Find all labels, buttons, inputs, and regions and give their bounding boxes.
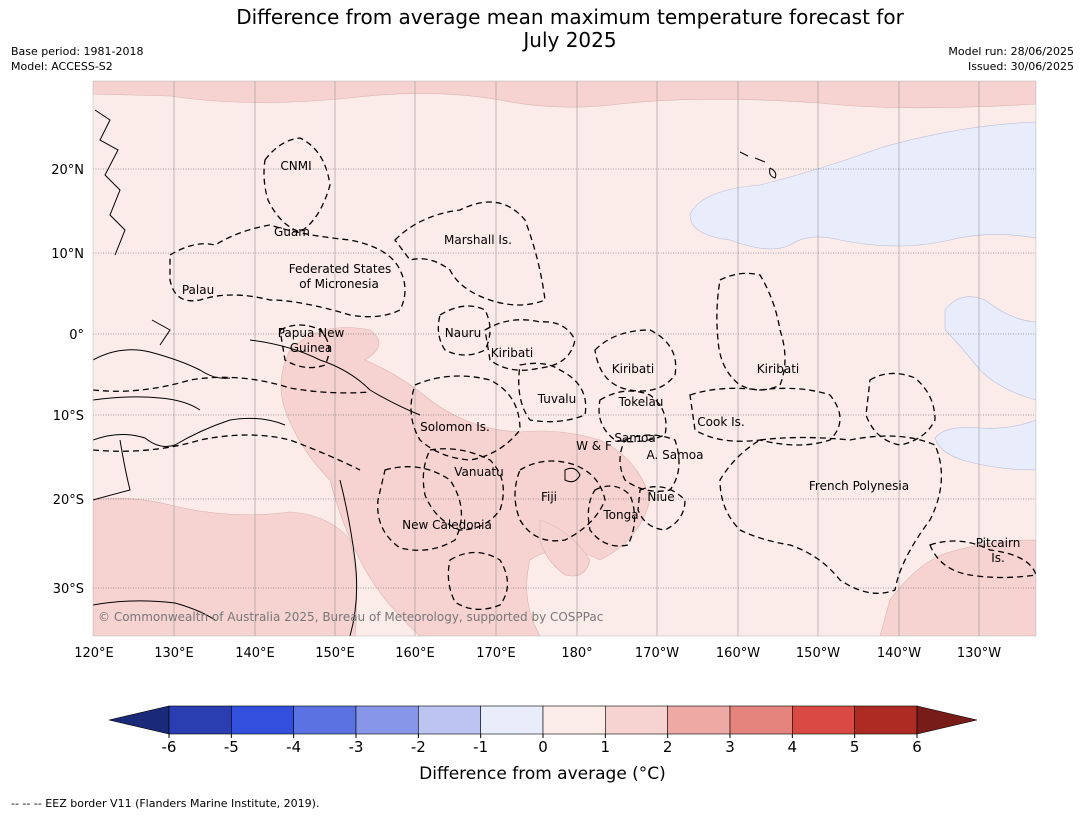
lat-label: 10°N (51, 247, 84, 262)
region-label: Vanuatu (454, 465, 504, 479)
colorbar-tick-label: 4 (788, 738, 798, 756)
latitude-labels: 20°N 10°N 0° 10°S 20°S 30°S (51, 163, 84, 597)
region-label: Pitcairn (976, 536, 1021, 550)
lat-label: 0° (69, 328, 84, 343)
lon-label: 160°W (716, 646, 760, 661)
colorbar-segment (854, 705, 918, 735)
colorbar-segment (418, 705, 481, 735)
colorbar-tick-label: -6 (162, 738, 177, 756)
colorbar-segment (729, 705, 793, 735)
model-run: Model run: 28/06/2025 (948, 45, 1074, 58)
colorbar-segment (480, 705, 544, 735)
region-label: Tokelau (618, 395, 664, 409)
region-label: Kiribati (757, 362, 799, 376)
region-label: W & F (576, 439, 612, 453)
lon-label: 150°E (315, 646, 355, 661)
colorbar-tick-label: -2 (411, 738, 426, 756)
lon-label: 130°W (957, 646, 1001, 661)
lat-label: 10°S (53, 409, 84, 424)
region-label: Kiribati (612, 362, 654, 376)
copyright-notice: © Commonwealth of Australia 2025, Bureau… (98, 610, 603, 624)
base-period: Base period: 1981-2018 (11, 45, 144, 58)
region-label: Federated States (289, 262, 391, 276)
region-label: CNMI (280, 159, 311, 173)
colorbar-tick-label: 3 (725, 738, 735, 756)
region-label: Is. (991, 551, 1005, 565)
map-area: CNMI Guam Marshall Is. Federated States … (93, 81, 1036, 636)
region-label: Guam (274, 225, 310, 239)
region-label: Guinea (290, 341, 333, 355)
region-label: Papua New (278, 326, 345, 340)
colorbar-segment (293, 705, 357, 735)
region-label: Kiribati (491, 346, 533, 360)
region-label: Nauru (445, 326, 481, 340)
region-label: Marshall Is. (444, 233, 512, 247)
region-label: Tuvalu (537, 392, 577, 406)
colorbar-tick-label: 1 (601, 738, 611, 756)
colorbar-segment (542, 705, 606, 735)
lon-label: 180° (561, 646, 592, 661)
region-label: Solomon Is. (420, 420, 490, 434)
longitude-gridlines (173, 81, 980, 636)
eez-borders (93, 137, 1036, 610)
lon-label: 170°W (635, 646, 679, 661)
lon-label: 140°E (235, 646, 275, 661)
region-label: Samoa (614, 431, 655, 445)
region-label: Niue (647, 490, 674, 504)
lat-label: 30°S (53, 582, 84, 597)
anomaly-band-neg1-0 (689, 121, 1036, 471)
colorbar-tick-label: -4 (286, 738, 301, 756)
region-label: New Caledonia (402, 518, 492, 532)
colorbar-segment (792, 705, 855, 735)
title-line-2: July 2025 (523, 28, 617, 52)
region-label: Tonga (602, 508, 638, 522)
region-labels: CNMI Guam Marshall Is. Federated States … (182, 159, 1020, 565)
model-name: Model: ACCESS-S2 (11, 60, 113, 73)
region-label: A. Samoa (647, 448, 704, 462)
colorbar-arrow-low (108, 705, 170, 735)
colorbar-segment (231, 705, 294, 735)
meta-right: Model run: 28/06/2025 Issued: 30/06/2025 (948, 44, 1074, 74)
footnote: -- -- -- EEZ border V11 (Flanders Marine… (11, 797, 320, 810)
colorbar-segment (667, 705, 731, 735)
colorbar-tick-label: 5 (850, 738, 860, 756)
lon-label: 140°W (877, 646, 921, 661)
region-label: Cook Is. (697, 415, 744, 429)
colorbar-tick-label: 0 (538, 738, 548, 756)
lon-label: 130°E (154, 646, 194, 661)
lon-label: 160°E (395, 646, 435, 661)
colorbar-segment (168, 705, 232, 735)
colorbar: -6 -5 -4 -3 -2 -1 0 1 2 3 4 5 6 (108, 705, 978, 756)
lat-label: 20°S (53, 493, 84, 508)
region-label: of Micronesia (299, 277, 379, 291)
colorbar-arrow-high (916, 705, 978, 735)
chart-title: Difference from average mean maximum tem… (0, 6, 1085, 52)
colorbar-tick-label: -5 (224, 738, 239, 756)
lon-label: 120°E (74, 646, 114, 661)
colorbar-segment (355, 705, 419, 735)
region-label: Palau (182, 283, 214, 297)
colorbar-tick-label: -1 (473, 738, 488, 756)
issued-date: Issued: 30/06/2025 (967, 60, 1074, 73)
lon-label: 170°E (476, 646, 516, 661)
colorbar-segment (605, 705, 668, 735)
longitude-labels: 120°E 130°E 140°E 150°E 160°E 170°E 180°… (74, 646, 1001, 661)
latitude-gridlines (93, 168, 1036, 589)
lon-label: 150°W (796, 646, 840, 661)
colorbar-tick-label: -3 (349, 738, 364, 756)
region-label: French Polynesia (809, 479, 909, 493)
title-line-1: Difference from average mean maximum tem… (236, 5, 904, 29)
coastlines (93, 109, 777, 636)
meta-left: Base period: 1981-2018 Model: ACCESS-S2 (11, 44, 143, 74)
colorbar-tick-label: 2 (663, 738, 673, 756)
map-frame (92, 80, 1037, 637)
lat-label: 20°N (51, 163, 84, 178)
colorbar-tick-label: 6 (912, 738, 922, 756)
region-label: Fiji (541, 490, 557, 504)
colorbar-label: Difference from average (°C) (419, 764, 666, 784)
